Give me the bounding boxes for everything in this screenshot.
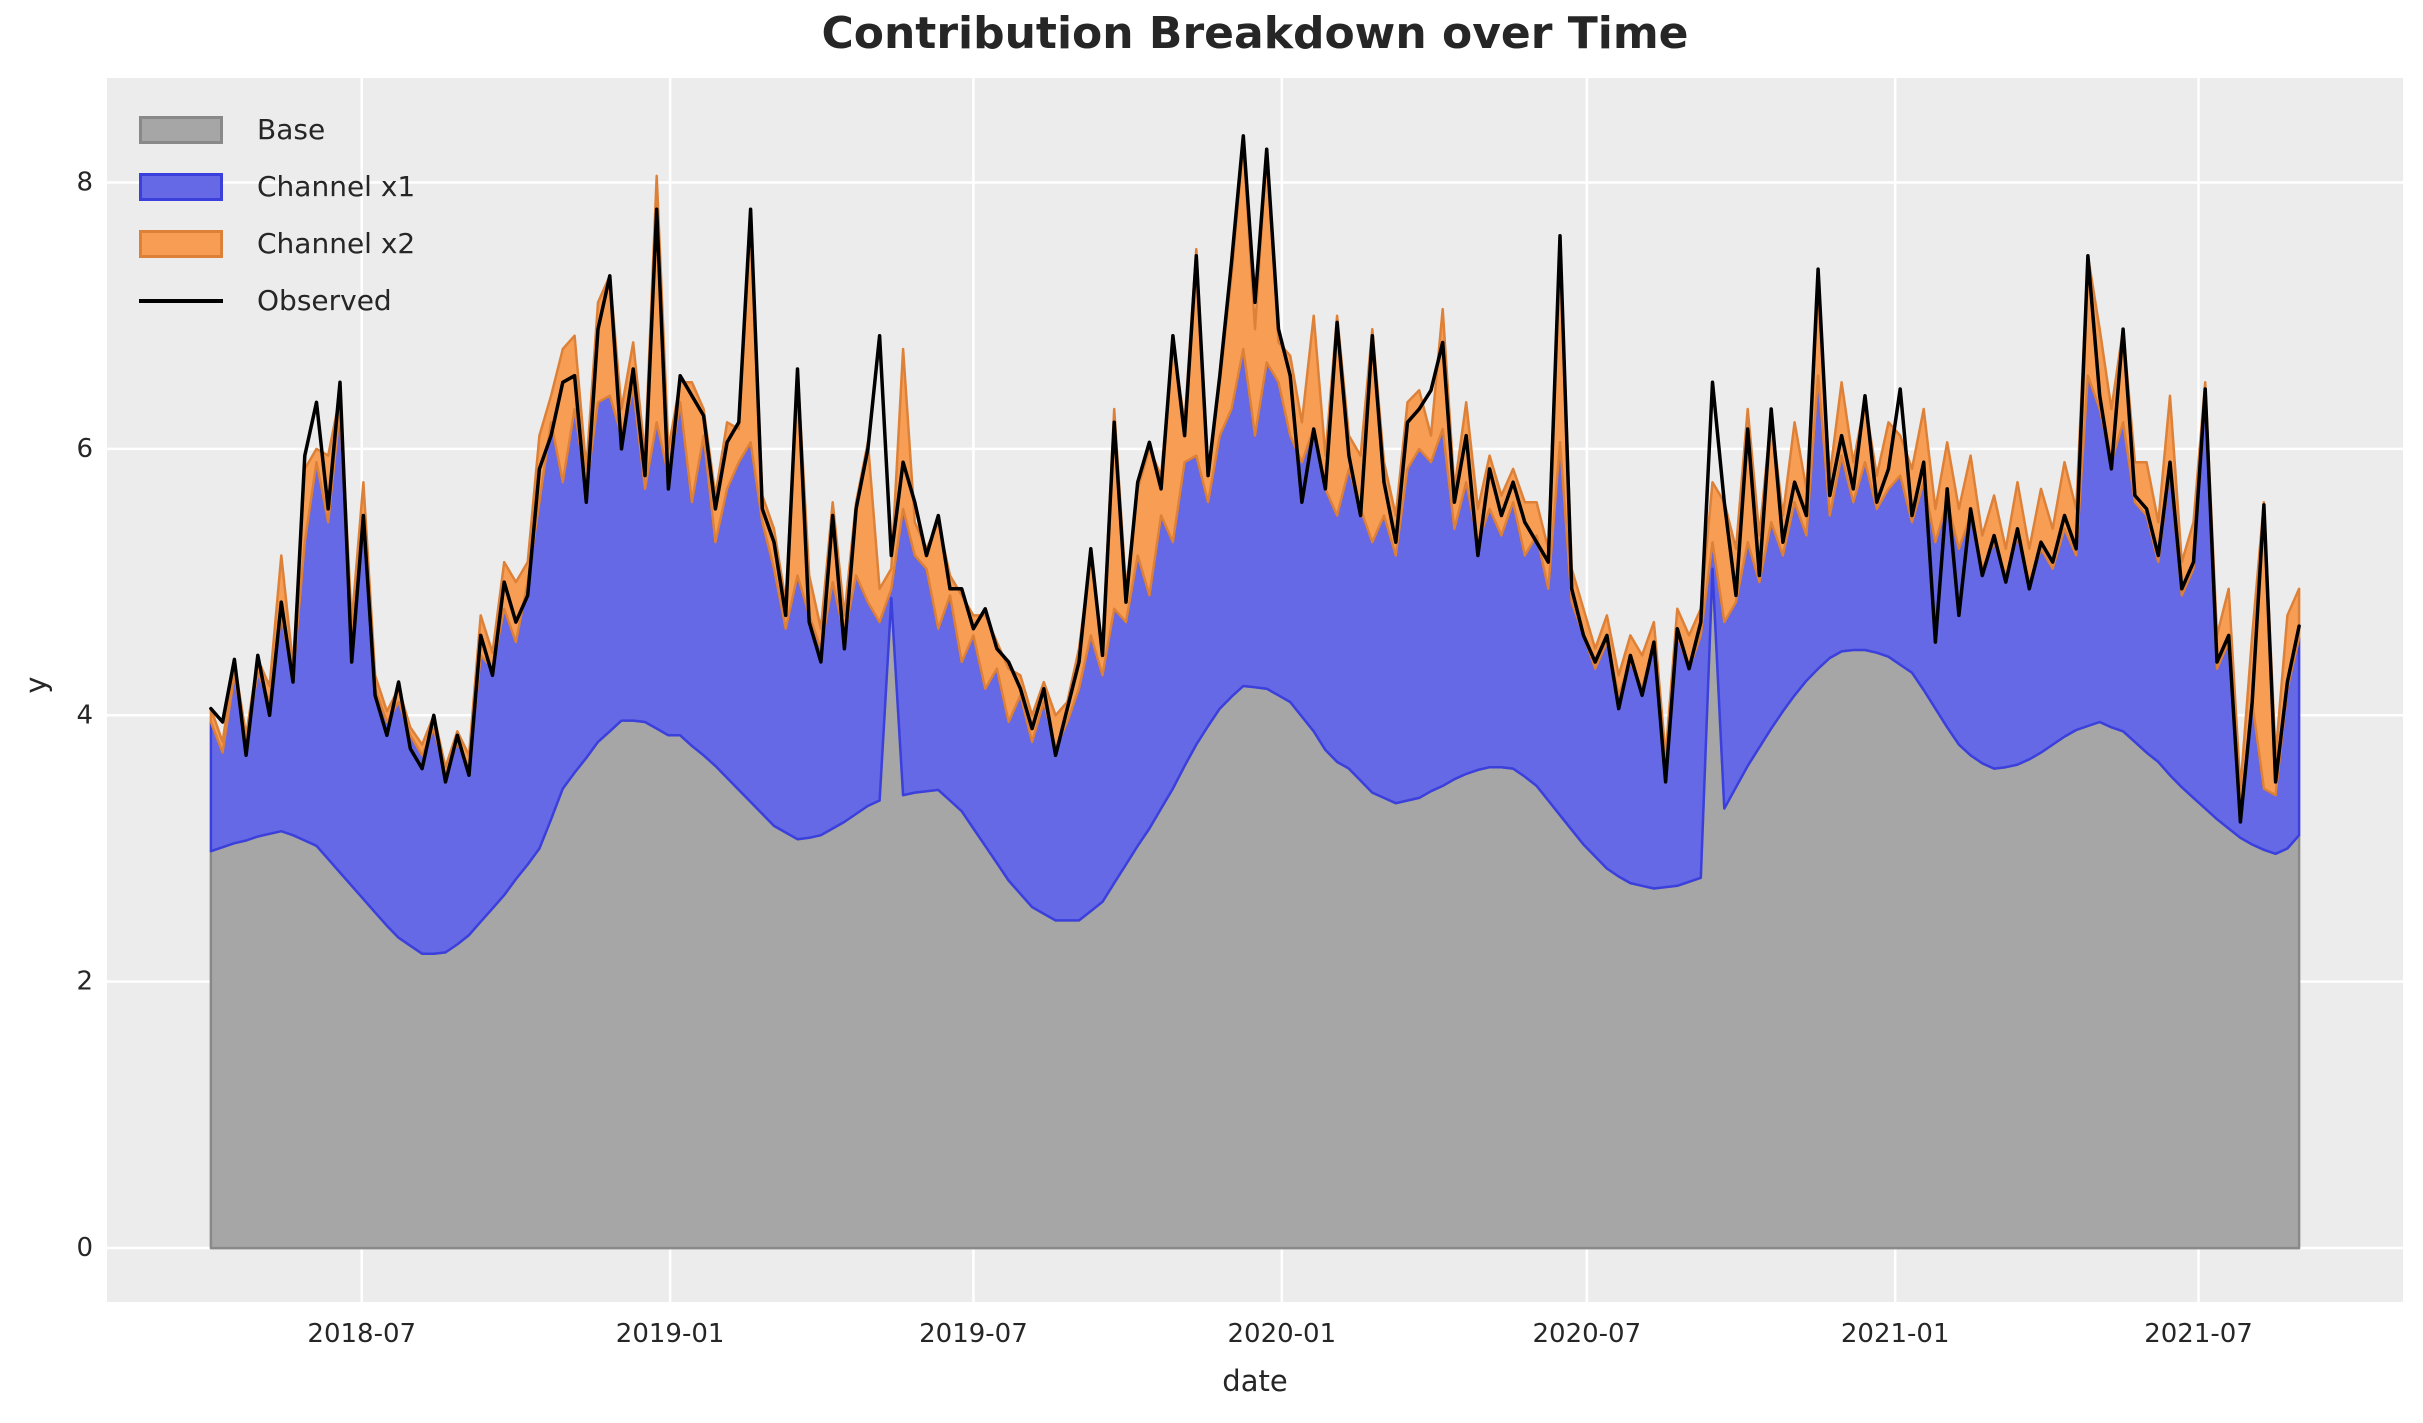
channel-x1-swatch-icon bbox=[139, 173, 223, 201]
y-axis-label: y bbox=[19, 676, 53, 694]
y-tick-label: 2 bbox=[76, 967, 93, 997]
chart-title: Contribution Breakdown over Time bbox=[821, 8, 1689, 59]
legend-label-observed: Observed bbox=[257, 284, 392, 317]
x-tick-label: 2020-01 bbox=[1227, 1319, 1336, 1349]
legend: Base Channel x1 Channel x2 Observed bbox=[139, 112, 415, 319]
legend-label-channel-x1: Channel x1 bbox=[257, 170, 416, 203]
observed-line bbox=[209, 134, 2301, 824]
x-tick-label: 2019-07 bbox=[919, 1319, 1028, 1349]
y-tick-label: 8 bbox=[76, 168, 93, 198]
x-tick-label: 2019-01 bbox=[616, 1319, 725, 1349]
legend-label-base: Base bbox=[257, 113, 326, 146]
legend-item-base: Base bbox=[139, 112, 415, 148]
legend-label-channel-x2: Channel x2 bbox=[257, 227, 416, 260]
y-tick-label: 0 bbox=[76, 1233, 93, 1263]
y-tick-label: 6 bbox=[76, 434, 93, 464]
x-tick-label: 2021-07 bbox=[2144, 1319, 2253, 1349]
legend-item-channel-x1: Channel x1 bbox=[139, 169, 415, 205]
channel-x2-swatch-icon bbox=[139, 230, 223, 258]
x-tick-label: 2021-01 bbox=[1841, 1319, 1950, 1349]
y-tick-label: 4 bbox=[76, 700, 93, 730]
x-tick-label: 2020-07 bbox=[1533, 1319, 1642, 1349]
observed-line-swatch-icon bbox=[139, 299, 223, 303]
x-axis-label: date bbox=[1222, 1364, 1288, 1398]
legend-item-observed: Observed bbox=[139, 283, 415, 319]
channel-x2-area bbox=[209, 141, 2301, 817]
legend-item-channel-x2: Channel x2 bbox=[139, 226, 415, 262]
x-tick-label: 2018-07 bbox=[307, 1319, 416, 1349]
base-swatch-icon bbox=[139, 116, 223, 144]
